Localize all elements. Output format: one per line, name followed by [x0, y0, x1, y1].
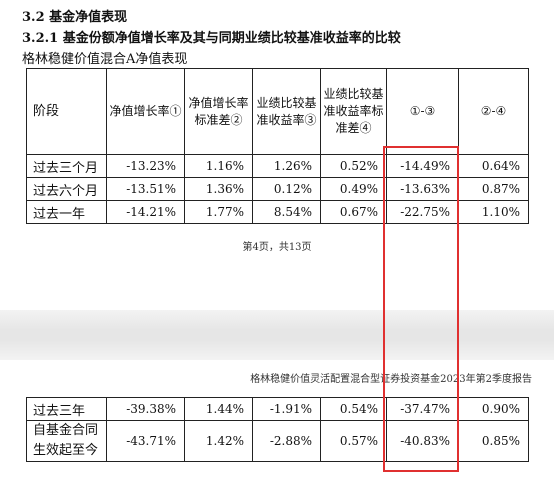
nav-std-cell: 1.44% — [184, 397, 253, 421]
header-bench-std: 业绩比较基准收益率标准差④ — [320, 68, 387, 155]
diff-1-3-cell: -14.49% — [386, 154, 459, 178]
nav-std-cell: 1.36% — [184, 177, 253, 201]
row-stage: 自基金合同生效起至今 — [26, 420, 107, 462]
row-stage: 过去三年 — [26, 397, 107, 421]
running-head: 格林稳健价值灵活配置混合型证券投资基金2023年第2季度报告 — [250, 374, 532, 385]
bench-std-cell: 0.57% — [320, 420, 387, 462]
header-stage: 阶段 — [26, 68, 107, 155]
table-row: 自基金合同生效起至今 -43.71% 1.42% -2.88% 0.57% -4… — [26, 420, 529, 462]
diff-1-3-cell: -37.47% — [386, 397, 459, 421]
table-caption: 格林稳健价值混合A净值表现 — [22, 52, 188, 67]
diff-2-4-cell: 0.87% — [458, 177, 529, 201]
diff-2-4-cell: 0.90% — [458, 397, 529, 421]
nav-growth-cell: -14.21% — [106, 200, 185, 224]
table-row: 过去一年 -14.21% 1.77% 8.54% 0.67% -22.75% 1… — [26, 200, 529, 224]
bench-std-cell: 0.54% — [320, 397, 387, 421]
bench-return-cell: 8.54% — [252, 200, 321, 224]
nav-growth-cell: -39.38% — [106, 397, 185, 421]
diff-2-4-cell: 0.64% — [458, 154, 529, 178]
nav-std-cell: 1.77% — [184, 200, 253, 224]
header-diff-2-4: ②-④ — [458, 68, 529, 155]
bench-return-cell: 1.26% — [252, 154, 321, 178]
row-stage: 过去三个月 — [26, 154, 107, 178]
section-heading: 3.2 基金净值表现 — [22, 10, 128, 25]
section-subheading: 3.2.1 基金份额净值增长率及其与同期业绩比较基准收益率的比较 — [22, 31, 401, 46]
page-gap — [0, 310, 554, 360]
page-number: 第4页，共13页 — [242, 242, 312, 253]
diff-2-4-cell: 1.10% — [458, 200, 529, 224]
header-nav-growth: 净值增长率① — [106, 68, 185, 155]
table-row: 过去三年 -39.38% 1.44% -1.91% 0.54% -37.47% … — [26, 397, 529, 421]
diff-1-3-cell: -22.75% — [386, 200, 459, 224]
table-header-row: 阶段 净值增长率① 净值增长率标准差② 业绩比较基准收益率③ 业绩比较基准收益率… — [26, 68, 529, 155]
bench-std-cell: 0.49% — [320, 177, 387, 201]
bench-return-cell: -1.91% — [252, 397, 321, 421]
header-nav-std: 净值增长率标准差② — [184, 68, 253, 155]
table-row: 过去六个月 -13.51% 1.36% 0.12% 0.49% -13.63% … — [26, 177, 529, 201]
bench-return-cell: 0.12% — [252, 177, 321, 201]
header-diff-1-3: ①-③ — [386, 68, 459, 155]
row-stage: 过去一年 — [26, 200, 107, 224]
nav-std-cell: 1.42% — [184, 420, 253, 462]
nav-performance-table: 阶段 净值增长率① 净值增长率标准差② 业绩比较基准收益率③ 业绩比较基准收益率… — [26, 68, 529, 224]
nav-growth-cell: -43.71% — [106, 420, 185, 462]
table-row: 过去三个月 -13.23% 1.16% 1.26% 0.52% -14.49% … — [26, 154, 529, 178]
nav-growth-cell: -13.51% — [106, 177, 185, 201]
bench-return-cell: -2.88% — [252, 420, 321, 462]
nav-growth-cell: -13.23% — [106, 154, 185, 178]
nav-performance-table-continued: 过去三年 -39.38% 1.44% -1.91% 0.54% -37.47% … — [26, 397, 529, 462]
diff-2-4-cell: 0.85% — [458, 420, 529, 462]
nav-std-cell: 1.16% — [184, 154, 253, 178]
diff-1-3-cell: -13.63% — [386, 177, 459, 201]
diff-1-3-cell: -40.83% — [386, 420, 459, 462]
header-bench-return: 业绩比较基准收益率③ — [252, 68, 321, 155]
bench-std-cell: 0.67% — [320, 200, 387, 224]
bench-std-cell: 0.52% — [320, 154, 387, 178]
row-stage: 过去六个月 — [26, 177, 107, 201]
